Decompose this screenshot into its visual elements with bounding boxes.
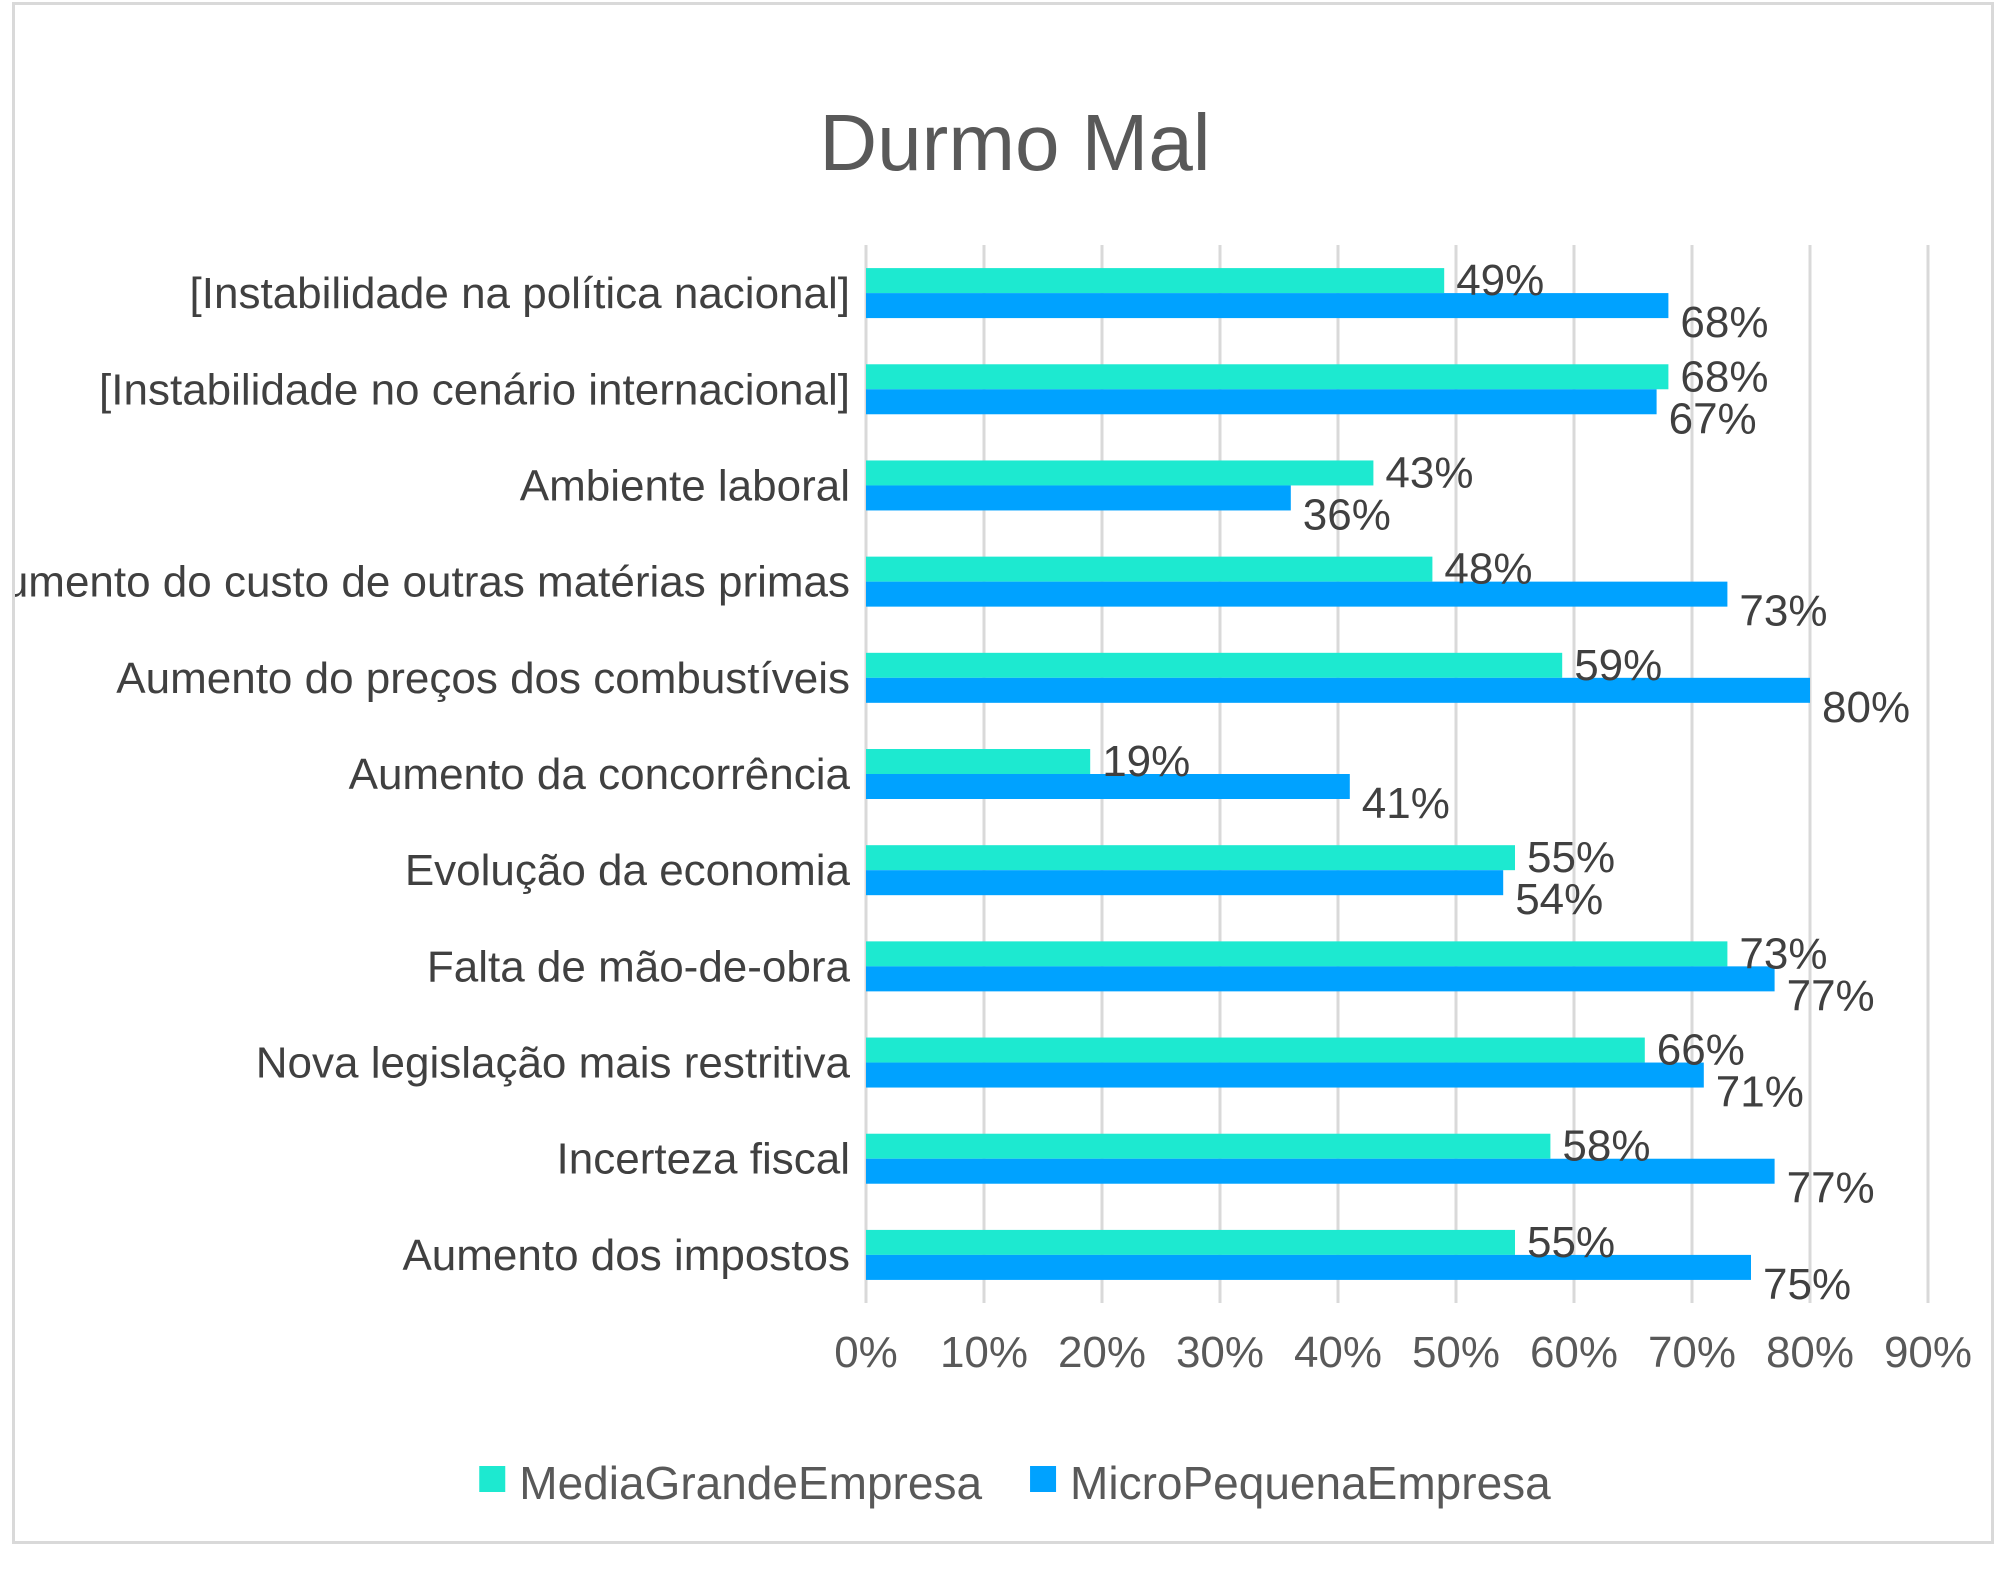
bar-MediaGrandeEmpresa bbox=[866, 652, 1563, 678]
legend-label: MicroPequenaEmpresa bbox=[1070, 1457, 1551, 1509]
bar-MicroPequenaEmpresa bbox=[866, 581, 1728, 607]
x-tick-label: 30% bbox=[1176, 1328, 1264, 1377]
bar-MediaGrandeEmpresa bbox=[866, 268, 1445, 294]
bar-chart: Durmo Mal [Instabilidade na política nac… bbox=[15, 98, 1972, 1509]
data-label: 49% bbox=[1456, 256, 1544, 305]
chart-frame: Durmo Mal [Instabilidade na política nac… bbox=[12, 2, 1994, 1544]
x-tick-label: 60% bbox=[1530, 1328, 1618, 1377]
legend-label: MediaGrandeEmpresa bbox=[519, 1457, 982, 1509]
x-tick-label: 70% bbox=[1648, 1328, 1736, 1377]
data-label: 48% bbox=[1444, 545, 1532, 594]
bar-MediaGrandeEmpresa bbox=[866, 364, 1669, 390]
data-label: 59% bbox=[1574, 641, 1662, 690]
legend-swatch bbox=[1030, 1466, 1057, 1492]
x-tick-label: 90% bbox=[1884, 1328, 1972, 1377]
data-label: 66% bbox=[1657, 1026, 1745, 1075]
category-label: [Instabilidade na política nacional] bbox=[190, 269, 850, 318]
bar-MediaGrandeEmpresa bbox=[866, 1037, 1645, 1063]
bar-MediaGrandeEmpresa bbox=[866, 1133, 1551, 1159]
bar-layer bbox=[866, 268, 1810, 1280]
category-label: Evolução da economia bbox=[405, 846, 851, 895]
data-label: 68% bbox=[1680, 298, 1768, 347]
data-label: 43% bbox=[1385, 448, 1473, 497]
data-label: 75% bbox=[1763, 1260, 1851, 1309]
category-label: Ambiente laboral bbox=[520, 461, 850, 510]
category-axis: [Instabilidade na política nacional] [Ins… bbox=[15, 269, 851, 1280]
bar-MicroPequenaEmpresa bbox=[866, 1254, 1751, 1280]
data-label: 80% bbox=[1822, 683, 1910, 732]
data-label: 71% bbox=[1716, 1068, 1804, 1117]
category-label: Incerteza fiscal bbox=[557, 1135, 850, 1184]
category-label: Nova legislação mais restritiva bbox=[256, 1039, 851, 1088]
data-label: 36% bbox=[1303, 490, 1391, 539]
bar-MediaGrandeEmpresa bbox=[866, 460, 1374, 486]
bar-MediaGrandeEmpresa bbox=[866, 845, 1515, 871]
data-labels: 49%68%68%67%43%36%48%73%59%80%19%41%55%5… bbox=[1102, 256, 1910, 1309]
bar-MicroPequenaEmpresa bbox=[866, 1062, 1704, 1088]
bar-MicroPequenaEmpresa bbox=[866, 293, 1669, 319]
category-label: Aumento do custo de outras matérias prim… bbox=[15, 558, 850, 607]
data-label: 54% bbox=[1515, 875, 1603, 924]
category-label: Aumento do preços dos combustíveis bbox=[116, 654, 850, 703]
data-label: 77% bbox=[1787, 971, 1875, 1020]
x-tick-label: 50% bbox=[1412, 1328, 1500, 1377]
data-label: 58% bbox=[1562, 1122, 1650, 1171]
category-label: Falta de mão-de-obra bbox=[427, 942, 851, 991]
category-label: [Instabilidade no cenário internacional] bbox=[99, 365, 850, 414]
x-tick-label: 10% bbox=[940, 1328, 1028, 1377]
data-label: 77% bbox=[1787, 1164, 1875, 1213]
bar-MicroPequenaEmpresa bbox=[866, 966, 1775, 992]
value-axis: 0% 10% 20% 30% 40% 50% 60% 70% 80% 90% bbox=[834, 1328, 1972, 1377]
bar-MicroPequenaEmpresa bbox=[866, 389, 1657, 415]
x-tick-label: 80% bbox=[1766, 1328, 1854, 1377]
bar-MicroPequenaEmpresa bbox=[866, 1158, 1775, 1184]
data-label: 73% bbox=[1739, 587, 1827, 636]
x-tick-label: 40% bbox=[1294, 1328, 1382, 1377]
data-label: 67% bbox=[1669, 394, 1757, 443]
bar-MediaGrandeEmpresa bbox=[866, 749, 1091, 774]
data-label: 55% bbox=[1527, 833, 1615, 882]
legend: MediaGrandeEmpresa MicroPequenaEmpresa bbox=[479, 1457, 1551, 1509]
bar-MediaGrandeEmpresa bbox=[866, 1229, 1515, 1255]
x-tick-label: 20% bbox=[1058, 1328, 1146, 1377]
category-label: Aumento da concorrência bbox=[349, 750, 851, 799]
bar-MicroPequenaEmpresa bbox=[866, 677, 1810, 703]
legend-swatch bbox=[479, 1466, 506, 1492]
bar-MicroPequenaEmpresa bbox=[866, 870, 1504, 896]
chart-title: Durmo Mal bbox=[819, 98, 1210, 187]
data-label: 19% bbox=[1102, 737, 1190, 786]
bar-MediaGrandeEmpresa bbox=[866, 556, 1433, 582]
data-label: 41% bbox=[1362, 779, 1450, 828]
bar-MicroPequenaEmpresa bbox=[866, 774, 1350, 799]
data-label: 55% bbox=[1527, 1218, 1615, 1267]
bar-MicroPequenaEmpresa bbox=[866, 485, 1291, 511]
bar-MediaGrandeEmpresa bbox=[866, 941, 1728, 967]
data-label: 73% bbox=[1739, 929, 1827, 978]
x-tick-label: 0% bbox=[834, 1328, 898, 1377]
category-label: Aumento dos impostos bbox=[402, 1231, 850, 1280]
data-label: 68% bbox=[1680, 352, 1768, 401]
